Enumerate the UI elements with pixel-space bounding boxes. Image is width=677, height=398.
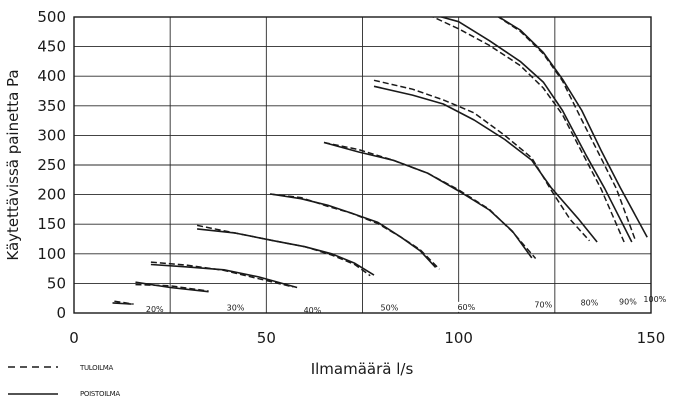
- percent-label-40: 40%: [304, 306, 322, 315]
- percent-label-bg: [532, 299, 554, 310]
- tick-labels: 0 50 100 150 200 250 300 350 400 450 500 0 50 100 150: [37, 8, 665, 347]
- y-tick-label: 0: [56, 304, 66, 322]
- y-tick-label: 250: [37, 156, 66, 174]
- tuloilma-curve-80: [373, 79, 591, 242]
- poistoilma-curve-80: [373, 85, 598, 243]
- percent-label-bg: [144, 304, 166, 315]
- y-tick-label: 100: [37, 245, 66, 263]
- poistoilma-curve-40: [150, 263, 298, 289]
- legend-label-tuloilma: TULOILMA: [79, 364, 113, 372]
- x-tick-label: 0: [69, 329, 79, 347]
- poistoilma-curve-50: [197, 228, 375, 276]
- percent-label-bg: [301, 304, 323, 315]
- y-tick-label: 350: [37, 97, 66, 115]
- percent-label-50: 50%: [381, 303, 399, 312]
- legend-label-poistoilma: POISTOILMA: [80, 390, 120, 398]
- tuloilma-curve-50: [196, 224, 371, 277]
- tuloilma-curve-40: [150, 261, 294, 288]
- y-tick-label: 50: [47, 274, 66, 292]
- x-tick-label: 50: [257, 329, 276, 347]
- poistoilma-curve-70: [323, 141, 533, 259]
- plot-frame: [73, 16, 652, 314]
- percent-label-bg: [455, 301, 477, 312]
- poistoilma-curve-90: [438, 17, 633, 243]
- poistoilma-curve-100: [497, 17, 648, 238]
- percent-label-bg: [378, 302, 400, 313]
- percent-label-70: 70%: [534, 300, 552, 309]
- percent-label-20: 20%: [146, 305, 164, 314]
- x-axis-title: Ilmamäärä l/s: [311, 360, 414, 378]
- percent-label-90: 90%: [619, 298, 637, 307]
- curves: [112, 17, 648, 305]
- percent-label-100: 100%: [643, 295, 666, 304]
- y-tick-label: 450: [37, 38, 66, 56]
- tuloilma-curve-60: [270, 193, 440, 270]
- percent-label-bg: [617, 296, 639, 307]
- percent-label-bg: [225, 302, 247, 313]
- y-tick-label: 200: [37, 186, 66, 204]
- percent-label-bg: [641, 294, 668, 305]
- tuloilma-curve-30: [135, 283, 209, 292]
- x-tick-label: 150: [637, 329, 666, 347]
- y-tick-label: 150: [37, 215, 66, 233]
- tuloilma-curve-20: [114, 300, 134, 305]
- percent-label-30: 30%: [227, 303, 245, 312]
- percent-label-80: 80%: [581, 299, 599, 308]
- y-tick-label: 400: [37, 67, 66, 85]
- y-tick-label: 500: [37, 8, 66, 26]
- legend: TULOILMA POISTOILMA: [8, 364, 121, 398]
- percent-labels: 20% 30% 40% 50% 60% 70% 80% 90% 100%: [144, 294, 668, 315]
- x-tick-label: 100: [444, 329, 473, 347]
- grid: [74, 17, 651, 313]
- percent-label-bg: [578, 297, 600, 308]
- y-tick-label: 300: [37, 126, 66, 144]
- y-axis-title: Käytettävissä painetta Pa: [4, 69, 22, 260]
- poistoilma-curve-30: [135, 281, 209, 293]
- percent-label-60: 60%: [457, 303, 475, 312]
- tuloilma-curve-70: [323, 141, 537, 259]
- poistoilma-curve-60: [270, 193, 437, 268]
- tuloilma-curve-90: [431, 17, 625, 243]
